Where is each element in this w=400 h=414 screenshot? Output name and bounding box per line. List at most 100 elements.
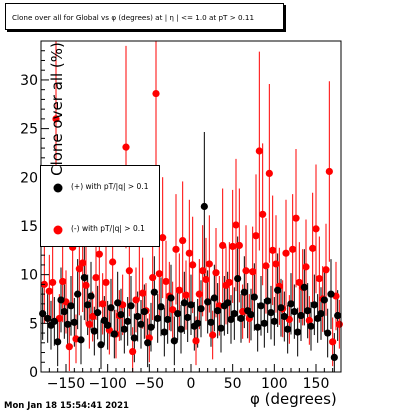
data-point-neg (195, 290, 203, 298)
data-point-neg (179, 236, 187, 245)
data-point-neg (65, 343, 73, 351)
data-point-pos (144, 339, 152, 347)
data-point-neg (312, 225, 320, 233)
data-point-neg (292, 214, 300, 222)
data-point-neg (189, 261, 197, 269)
data-point-neg (325, 167, 333, 176)
data-point-pos (60, 308, 68, 316)
data-point-neg (155, 270, 163, 278)
data-point-neg (289, 245, 297, 253)
data-point-neg (85, 320, 93, 328)
data-point-pos (50, 317, 58, 325)
data-point-neg (209, 331, 217, 339)
data-point-pos (137, 320, 145, 328)
data-point-pos (44, 314, 52, 323)
data-point-pos (94, 309, 102, 317)
x-tick-label: 50 (224, 376, 242, 392)
data-point-neg (265, 169, 273, 177)
data-point-neg (162, 277, 170, 286)
data-point-pos (334, 311, 342, 320)
data-point-neg (99, 300, 107, 308)
data-point-pos (274, 286, 282, 294)
data-point-pos (260, 319, 268, 327)
data-point-neg (269, 246, 277, 254)
data-point-neg (132, 296, 140, 304)
data-point-neg (125, 267, 133, 275)
data-point-pos (200, 202, 208, 211)
data-point-pos (90, 327, 98, 335)
x-tick-label: 150 (303, 376, 330, 392)
data-point-pos (67, 302, 75, 310)
data-point-neg (185, 249, 193, 257)
data-point-pos (130, 334, 138, 342)
data-point-pos (187, 301, 195, 309)
data-point-pos (87, 292, 95, 300)
data-point-pos (110, 330, 118, 338)
data-point-neg (252, 232, 260, 240)
data-point-pos (264, 297, 272, 305)
legend: (+) with pT/|q| > 0.1 (-) with pT/|q| > … (40, 165, 160, 247)
data-point-neg (175, 286, 183, 294)
data-point-pos (150, 288, 158, 296)
data-point-pos (307, 322, 315, 330)
data-point-neg (202, 275, 210, 284)
data-point-pos (170, 337, 178, 345)
data-point-pos (270, 317, 278, 325)
data-point-neg (169, 306, 177, 314)
data-points (39, 89, 343, 361)
data-point-pos (127, 302, 135, 310)
data-point-pos (57, 296, 65, 304)
data-point-neg (139, 289, 147, 297)
data-point-neg (255, 147, 263, 155)
data-point-pos (177, 325, 185, 333)
data-point-pos (297, 311, 305, 320)
data-point-neg (172, 245, 180, 253)
data-point-neg (229, 242, 237, 251)
data-point-pos (300, 283, 308, 291)
data-point-pos (317, 309, 325, 318)
data-point-neg (102, 278, 110, 287)
data-point-pos (117, 310, 125, 319)
data-point-neg (109, 258, 117, 266)
data-point-pos (207, 318, 215, 326)
y-tick-label: 5 (29, 316, 38, 332)
data-point-neg (92, 273, 100, 282)
data-point-pos (120, 325, 128, 333)
data-point-neg (192, 337, 200, 345)
data-point-neg (315, 274, 323, 283)
data-point-pos (157, 303, 165, 311)
data-point-neg (159, 234, 167, 242)
legend-label-neg: (-) with pT/|q| > 0.1 (71, 224, 145, 233)
data-point-pos (167, 294, 175, 302)
data-point-pos (227, 315, 235, 324)
legend-label-pos: (+) with pT/|q| > 0.1 (71, 182, 149, 191)
data-point-pos (257, 302, 265, 310)
data-point-pos (77, 336, 85, 344)
data-point-pos (147, 323, 155, 331)
y-tick-label: 20 (20, 170, 38, 186)
data-point-neg (52, 115, 60, 123)
data-point-pos (174, 309, 182, 318)
data-point-pos (97, 341, 105, 349)
x-tick-label: 0 (187, 376, 196, 392)
data-point-pos (234, 274, 242, 283)
data-point-neg (232, 221, 240, 229)
data-point-pos (104, 321, 112, 329)
data-point-pos (284, 325, 292, 333)
data-point-neg (309, 244, 317, 252)
data-point-pos (267, 309, 275, 317)
data-point-pos (160, 328, 168, 336)
data-point-pos (84, 301, 92, 309)
data-point-neg (242, 267, 250, 275)
x-tick-label: −50 (135, 376, 165, 392)
data-point-pos (277, 304, 285, 312)
data-point-neg (152, 89, 160, 98)
data-point-pos (54, 338, 62, 346)
y-tick-label: 30 (20, 73, 38, 89)
data-point-neg (335, 320, 343, 328)
legend-entry-neg: (-) with pT/|q| > 0.1 (41, 223, 161, 237)
y-axis-title: Clone over all (%) (48, 42, 66, 176)
data-point-pos (184, 313, 192, 322)
data-point-neg (212, 269, 220, 277)
